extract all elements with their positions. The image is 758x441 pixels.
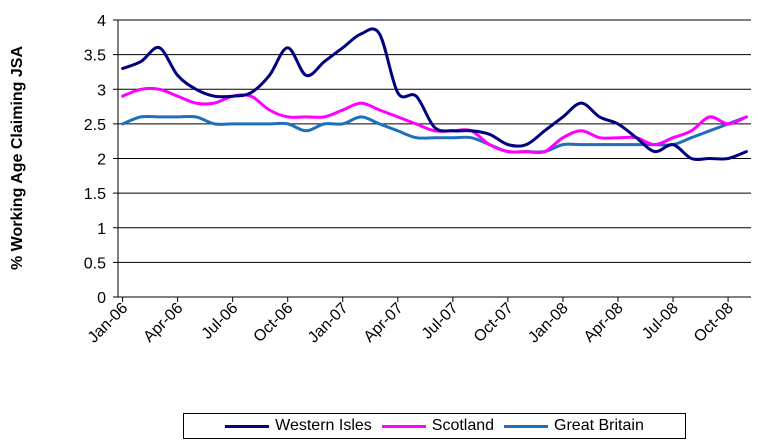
x-tick-label: Jul-08 <box>639 300 682 343</box>
series-line-western-isles <box>121 27 748 162</box>
x-tick-label: Apr-06 <box>140 300 186 346</box>
legend-item-great-britain: Great Britain <box>504 417 644 435</box>
legend-item-western-isles: Western Isles <box>225 417 372 435</box>
legend-label: Great Britain <box>554 417 644 434</box>
y-tick-labels: 0 0.5 1 1.5 2 2.5 3 3.5 4 <box>84 13 106 307</box>
y-tick-label: 2.5 <box>84 117 106 134</box>
x-tick-label: Jul-06 <box>199 300 242 343</box>
legend-swatch <box>225 424 270 428</box>
legend-swatch <box>504 424 549 428</box>
y-tick-label: 3 <box>97 82 106 99</box>
x-tick-label: Oct-06 <box>251 300 297 346</box>
legend-label: Western Isles <box>275 417 372 434</box>
line-chart: 00.511.522.533.54 Jan-06 Apr-06 Jul-06 Oct-… <box>9 13 751 347</box>
x-tick-labels: Jan-06 Apr-06 Jul-06 Oct-06 Jan-07 Apr-07 Jul-… <box>85 300 737 347</box>
y-tick-label: 4 <box>97 13 106 30</box>
series-line-scotland <box>121 86 748 155</box>
legend-label: Scotland <box>431 417 495 434</box>
series-lines <box>121 27 748 162</box>
y-tick-label: 0.5 <box>84 255 106 272</box>
y-tick-label: 3.5 <box>84 48 106 65</box>
x-tick-label: Jul-07 <box>419 300 462 343</box>
y-tick-label: 1 <box>97 221 106 238</box>
x-tick-label: Oct-08 <box>691 300 737 346</box>
y-tick-label: 0 <box>97 290 106 307</box>
x-tick-label: Oct-07 <box>471 300 517 346</box>
x-tick-label: Jan-08 <box>525 300 572 347</box>
y-tick-label: 1.5 <box>84 186 106 203</box>
x-tick-label: Apr-08 <box>581 300 627 346</box>
axes <box>113 19 751 302</box>
x-tick-label: Jan-07 <box>305 300 352 347</box>
x-tick-label: Apr-07 <box>361 300 407 346</box>
chart-legend: Western Isles Scotland Great Britain <box>183 413 686 439</box>
gridlines <box>118 19 751 263</box>
legend-swatch <box>381 424 426 428</box>
y-axis-label: % Working Age Claiming JSA <box>9 46 26 270</box>
x-tick-label: Jan-06 <box>85 300 132 347</box>
legend-item-scotland: Scotland <box>381 417 495 435</box>
series-line-great-britain <box>121 114 748 154</box>
y-tick-label: 2 <box>97 152 106 169</box>
